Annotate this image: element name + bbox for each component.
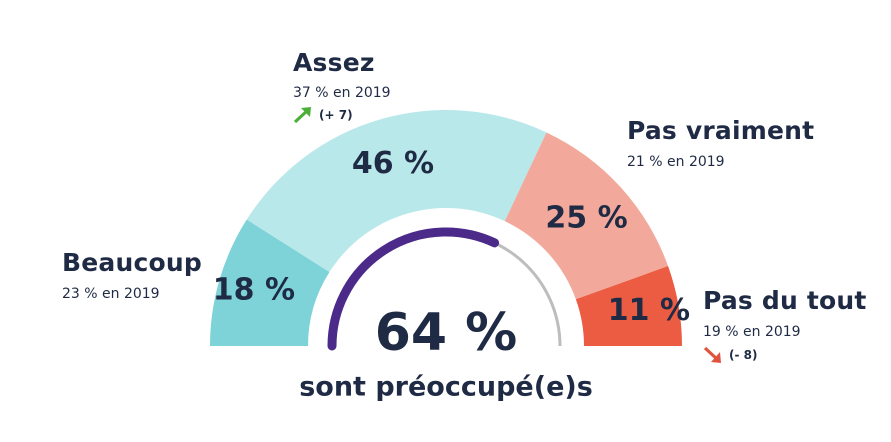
label-pas-vraiment: Pas vraiment	[627, 116, 815, 145]
slice-value-pas-vraiment: 25 %	[545, 201, 627, 236]
label-pas-du-tout: Pas du tout	[703, 286, 867, 315]
progress-arc	[327, 227, 500, 351]
center-caption: sont préoccupé(e)s	[299, 372, 593, 403]
change-pas-du-tout-text: (- 8)	[729, 348, 758, 362]
slice-pas-du-tout	[575, 266, 682, 346]
prev-pas-du-tout: 19 % en 2019	[703, 324, 801, 340]
change-assez: (+ 7)	[293, 106, 353, 124]
label-assez: Assez	[293, 48, 375, 77]
slice-beaucoup	[210, 219, 330, 346]
slice-value-assez: 46 %	[352, 146, 434, 181]
arrow-up-right-icon	[293, 107, 311, 124]
prev-assez: 37 % en 2019	[293, 85, 391, 101]
slice-assez	[246, 110, 547, 273]
center-value: 64 %	[375, 303, 518, 363]
arrow-down-right-icon	[703, 346, 721, 363]
prev-beaucoup: 23 % en 2019	[62, 286, 160, 302]
prev-pas-vraiment: 21 % en 2019	[627, 154, 725, 170]
change-pas-du-tout: (- 8)	[703, 346, 757, 364]
slice-value-pas-du-tout: 11 %	[608, 293, 690, 328]
change-assez-text: (+ 7)	[319, 108, 353, 122]
slice-pas-vraiment	[504, 132, 669, 300]
label-beaucoup: Beaucoup	[62, 248, 202, 277]
slice-value-beaucoup: 18 %	[213, 273, 295, 308]
